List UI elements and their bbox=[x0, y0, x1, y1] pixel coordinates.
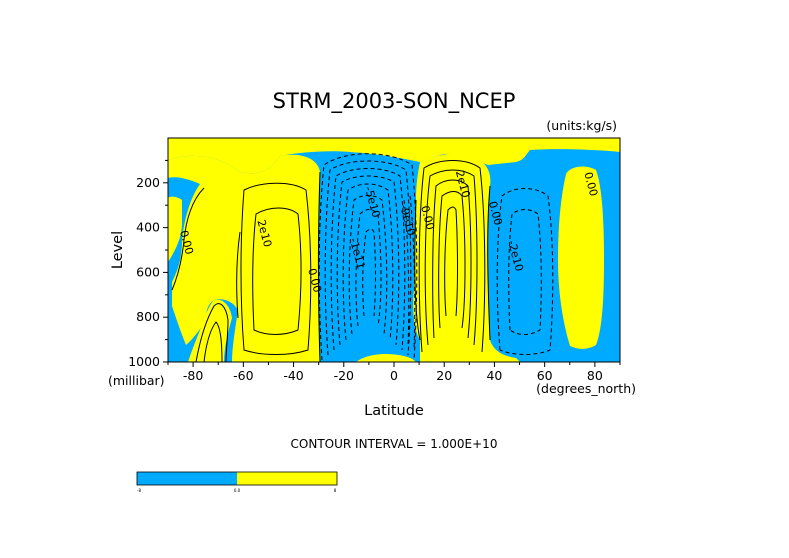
x-tick-label: 80 bbox=[587, 368, 603, 383]
y-axis-label: Level bbox=[110, 231, 126, 269]
colorbar: -8 0.0 8 bbox=[136, 471, 338, 493]
positive-region-southern-sliver bbox=[168, 196, 182, 262]
y-axis-ticks: 200 400 600 800 1000 bbox=[128, 159, 168, 369]
colorbar-label-min: -8 bbox=[137, 488, 141, 493]
contour-line bbox=[348, 195, 388, 335]
contour-line bbox=[203, 321, 223, 362]
contour-line bbox=[414, 199, 421, 341]
negative-contours bbox=[318, 153, 554, 361]
contour-line bbox=[252, 207, 302, 335]
x-axis-label: Latitude bbox=[364, 403, 424, 419]
contour-line bbox=[318, 153, 418, 361]
contour-line bbox=[324, 160, 412, 356]
contour-line bbox=[195, 303, 229, 362]
contour-line bbox=[355, 209, 382, 327]
contour-line bbox=[496, 188, 554, 355]
y-axis-units: (millibar) bbox=[108, 373, 165, 388]
x-tick-label: 0 bbox=[390, 368, 398, 383]
contour-line bbox=[487, 185, 491, 341]
contour-label: 0.00 bbox=[486, 200, 505, 227]
contour-label: 0.00 bbox=[581, 171, 600, 198]
x-tick-label: -60 bbox=[233, 368, 253, 383]
contour-line bbox=[171, 187, 205, 291]
contour-label: 0.00 bbox=[305, 267, 324, 294]
positive-region-southern-cell bbox=[168, 154, 320, 362]
contour-line bbox=[240, 182, 312, 355]
y-tick-label: 400 bbox=[136, 220, 160, 235]
positive-region-bottom-sliver bbox=[356, 354, 416, 362]
colorbar-label-mid: 0.0 bbox=[234, 488, 241, 493]
y-tick-label: 1000 bbox=[128, 354, 160, 369]
contour-line bbox=[336, 175, 400, 346]
contour-line bbox=[342, 183, 394, 341]
contour-line bbox=[362, 228, 376, 317]
contour-label: 0.00 bbox=[177, 229, 196, 256]
zero-contours bbox=[318, 171, 491, 362]
contour-line bbox=[424, 169, 478, 346]
contour-line bbox=[432, 179, 472, 339]
contour-line bbox=[318, 171, 321, 362]
colorbar-swatch-negative bbox=[137, 472, 237, 485]
x-tick-label: 20 bbox=[436, 368, 452, 383]
x-tick-label: 40 bbox=[486, 368, 502, 383]
colorbar-swatch-positive bbox=[237, 472, 337, 485]
units-label: (units:kg/s) bbox=[546, 118, 617, 133]
contour-line bbox=[236, 231, 241, 319]
contour-line bbox=[418, 160, 486, 353]
x-tick-label: -80 bbox=[183, 368, 203, 383]
contours bbox=[171, 153, 554, 362]
positive-region-top bbox=[168, 138, 620, 174]
y-tick-label: 200 bbox=[136, 175, 160, 190]
contour-line bbox=[409, 195, 416, 351]
positive-region-northern-cell bbox=[413, 153, 520, 362]
colorbar-label-max: 8 bbox=[334, 488, 337, 493]
x-axis-units: (degrees_north) bbox=[536, 381, 636, 396]
colorbar-frame bbox=[136, 471, 338, 486]
contour-line bbox=[508, 209, 542, 335]
positive-region-right-cell bbox=[558, 166, 604, 349]
contour-line bbox=[438, 191, 466, 329]
y-tick-label: 600 bbox=[136, 264, 160, 279]
x-axis-ticks: -80 -60 -40 -20 0 20 40 60 80 bbox=[167, 362, 621, 383]
contour-line bbox=[403, 199, 410, 346]
contour-interval-label: CONTOUR INTERVAL = 1.000E+10 bbox=[291, 437, 498, 451]
x-tick-label: 60 bbox=[537, 368, 553, 383]
contour-line bbox=[444, 206, 458, 317]
y-tick-label: 800 bbox=[136, 309, 160, 324]
chart-title: STRM_2003-SON_NCEP bbox=[273, 89, 516, 114]
x-tick-label: -20 bbox=[334, 368, 354, 383]
contour-label: 0.00 bbox=[418, 204, 437, 231]
plot-area bbox=[168, 138, 620, 362]
x-tick-label: -40 bbox=[283, 368, 303, 383]
